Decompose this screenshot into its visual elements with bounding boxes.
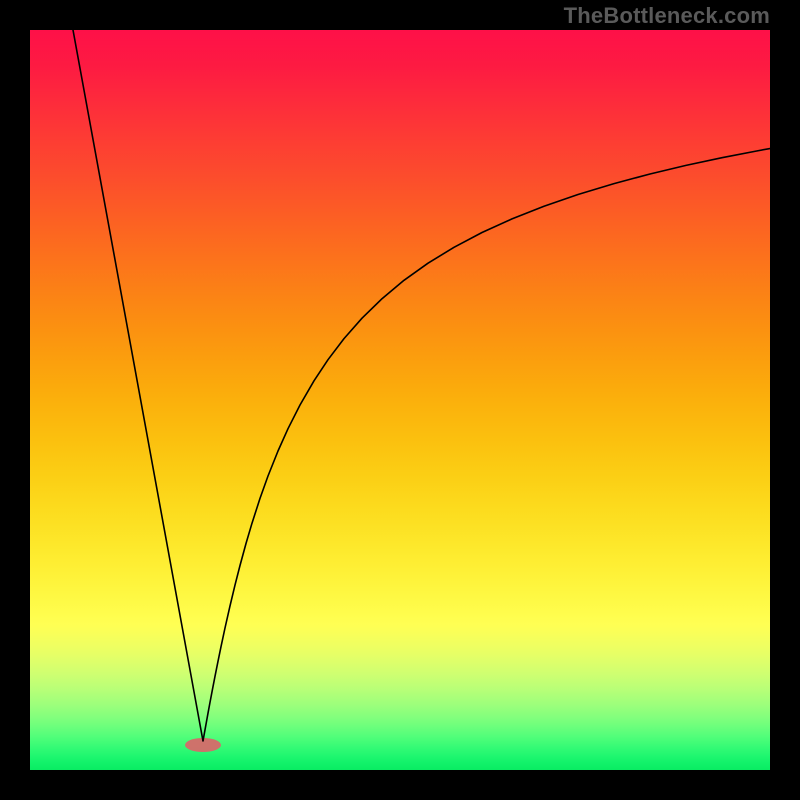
chart-plot-area xyxy=(30,30,770,770)
bottleneck-curve-path xyxy=(73,30,770,741)
bottleneck-curve-svg xyxy=(30,30,770,770)
watermark-text: TheBottleneck.com xyxy=(564,3,770,29)
